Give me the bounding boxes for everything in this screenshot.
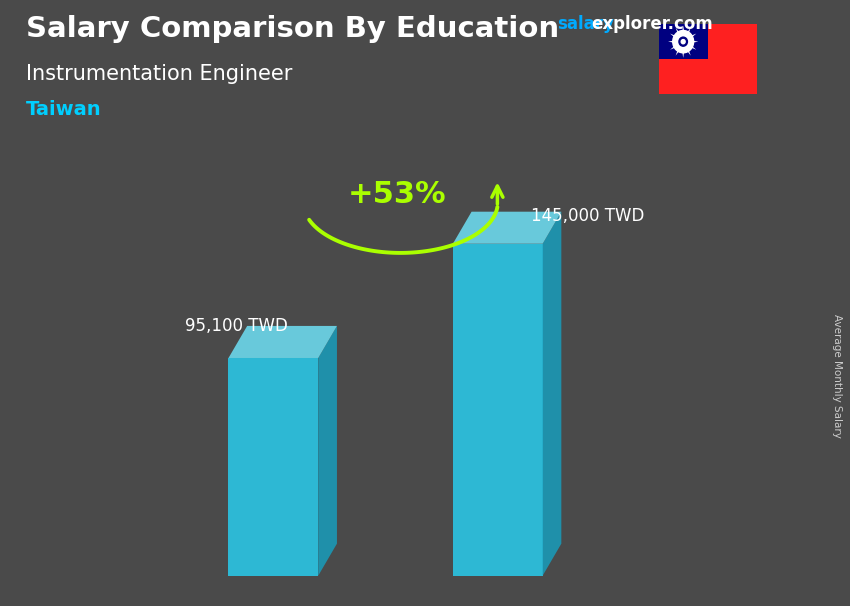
Polygon shape <box>685 28 691 37</box>
Text: Salary Comparison By Education: Salary Comparison By Education <box>26 15 558 43</box>
Polygon shape <box>659 24 707 59</box>
Polygon shape <box>688 33 696 40</box>
Text: 145,000 TWD: 145,000 TWD <box>531 207 644 225</box>
Polygon shape <box>682 25 685 36</box>
Polygon shape <box>318 326 337 576</box>
Polygon shape <box>659 24 756 94</box>
Polygon shape <box>453 244 542 576</box>
Polygon shape <box>676 28 682 37</box>
Circle shape <box>679 37 688 46</box>
Polygon shape <box>688 43 696 50</box>
Polygon shape <box>668 40 677 43</box>
Polygon shape <box>670 43 679 50</box>
Text: Average Monthly Salary: Average Monthly Salary <box>832 314 842 438</box>
Text: +53%: +53% <box>348 181 446 210</box>
Circle shape <box>672 30 694 53</box>
Text: salary: salary <box>557 15 614 33</box>
Text: 95,100 TWD: 95,100 TWD <box>184 317 287 335</box>
Text: Taiwan: Taiwan <box>26 100 101 119</box>
Polygon shape <box>542 211 561 576</box>
Polygon shape <box>676 46 682 56</box>
Text: Instrumentation Engineer: Instrumentation Engineer <box>26 64 292 84</box>
Polygon shape <box>229 358 318 576</box>
Polygon shape <box>682 48 685 58</box>
Polygon shape <box>688 40 699 43</box>
Polygon shape <box>670 33 679 40</box>
Text: explorer.com: explorer.com <box>591 15 712 33</box>
Polygon shape <box>685 46 691 56</box>
Polygon shape <box>229 326 337 358</box>
Polygon shape <box>453 211 561 244</box>
Circle shape <box>681 39 685 44</box>
